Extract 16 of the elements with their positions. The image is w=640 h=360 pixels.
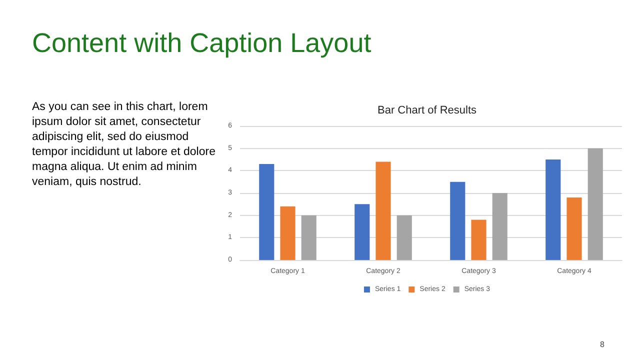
bar: [259, 164, 274, 260]
chart-title: Bar Chart of Results: [377, 104, 478, 116]
bar: [280, 206, 296, 260]
bar: [492, 193, 508, 260]
bar: [376, 162, 391, 260]
bar: [301, 215, 316, 260]
bar: [396, 215, 412, 260]
bar: [354, 204, 370, 260]
text: As you can see in this chart, lorem ipsum dolor sit amet, consectetur adipiscing elit, sed do eiusmod tempor incididunt ut labore et dolore magna aliqua. Ut enim ad minim veniam, quis nostrud.: [32, 100, 216, 190]
text: Content with Caption Layout: [32, 28, 372, 59]
text: 8: [600, 340, 604, 349]
bar: [471, 220, 486, 260]
bar: [566, 197, 582, 260]
bar: [588, 148, 603, 260]
bar: [546, 160, 561, 260]
bar: [450, 182, 466, 260]
